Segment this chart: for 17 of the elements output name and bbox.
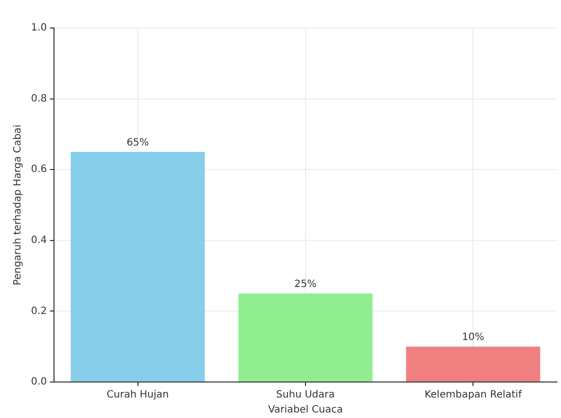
y-tick-label: 0.2 — [30, 306, 47, 317]
bar — [70, 152, 205, 382]
y-tick-label: 0.8 — [30, 93, 47, 104]
y-tick-label: 0.4 — [30, 234, 47, 246]
x-axis-title: Variabel Cuaca — [268, 404, 343, 416]
x-tick-label: Suhu Udara — [276, 390, 335, 401]
data-label: 65% — [126, 137, 149, 148]
y-axis-title: Pengaruh terhadap Harga Cabai — [12, 124, 24, 286]
bar — [406, 346, 540, 382]
y-tick-label: 1.0 — [30, 22, 47, 34]
x-tick-label: Kelembapan Relatif — [424, 390, 522, 401]
data-label: 25% — [294, 279, 317, 290]
data-label: 10% — [462, 332, 484, 344]
y-tick-label: 0.0 — [30, 376, 47, 388]
x-tick-label: Curah Hujan — [106, 390, 169, 401]
y-tick-label: 0.6 — [30, 164, 47, 176]
bar — [238, 294, 373, 382]
